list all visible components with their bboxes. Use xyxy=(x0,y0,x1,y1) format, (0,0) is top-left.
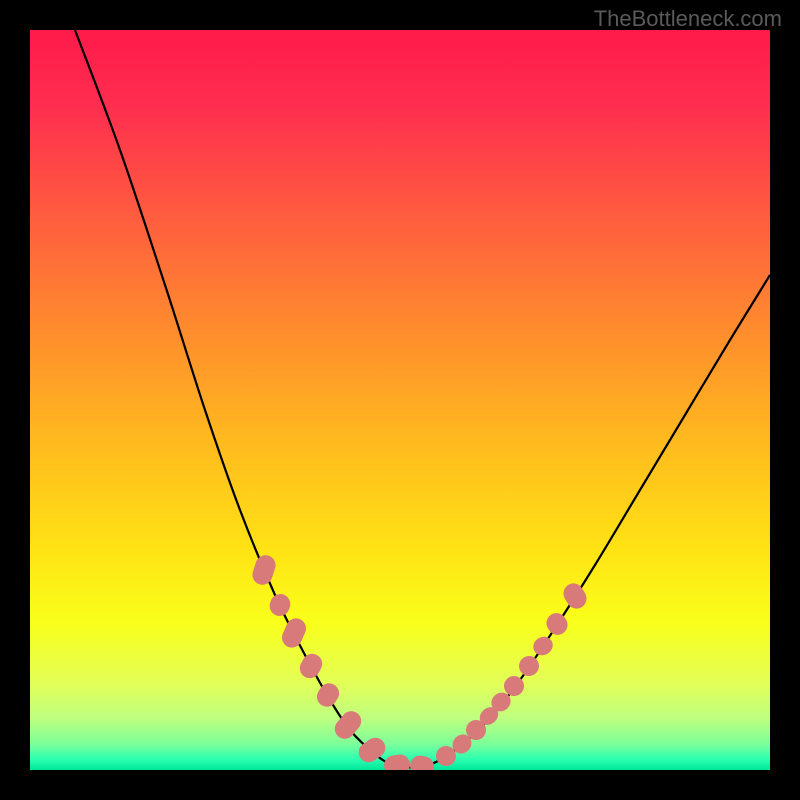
v-curve-left xyxy=(75,30,400,767)
v-curve-right xyxy=(400,275,770,768)
watermark-text: TheBottleneck.com xyxy=(594,6,782,32)
curve-layer xyxy=(30,30,770,770)
marker-group xyxy=(250,553,590,770)
plot-area xyxy=(30,30,770,770)
